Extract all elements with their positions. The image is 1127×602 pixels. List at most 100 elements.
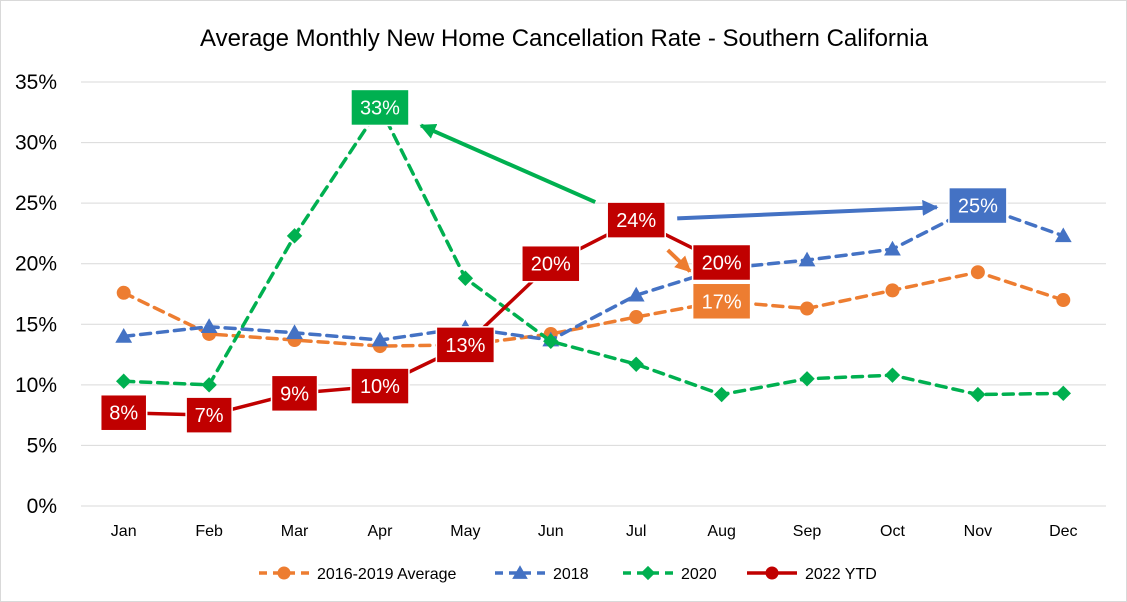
gridlines bbox=[81, 81, 1106, 507]
data-label: 8% bbox=[109, 403, 138, 425]
x-tick-label: Aug bbox=[707, 523, 735, 540]
x-tick-label: Sep bbox=[793, 523, 822, 540]
data-label: 33% bbox=[360, 97, 400, 119]
series-line-2018 bbox=[121, 203, 1066, 342]
callout-box bbox=[691, 282, 752, 321]
callout-2022-ytd: 13% bbox=[435, 326, 496, 364]
legend-item-2022-ytd: 2022 YTD bbox=[747, 566, 877, 583]
x-tick-label: May bbox=[450, 523, 480, 540]
data-point-2018 bbox=[115, 328, 133, 343]
data-label: 10% bbox=[360, 376, 400, 398]
x-tick-label: Mar bbox=[281, 523, 309, 540]
data-label: 20% bbox=[531, 254, 571, 276]
series-lines bbox=[115, 99, 1072, 423]
callout-2022-ytd: 24% bbox=[606, 201, 666, 239]
data-point-2016-2019-average bbox=[970, 265, 985, 280]
data-point-2020 bbox=[457, 270, 474, 286]
y-axis-ticks: 0% 5% 10% 15% 20% 25% 30% 35% bbox=[15, 71, 57, 518]
data-point-2020 bbox=[1055, 385, 1071, 402]
y-tick-label: 15% bbox=[15, 313, 57, 336]
data-point-2018 bbox=[200, 318, 218, 334]
x-tick-label: Apr bbox=[368, 523, 394, 540]
data-label: 24% bbox=[616, 210, 656, 232]
data-label: 20% bbox=[702, 253, 742, 275]
data-point-2018 bbox=[371, 331, 389, 347]
callout-arrows bbox=[419, 123, 939, 273]
data-label: 17% bbox=[702, 291, 742, 313]
data-point-2016-2019-average bbox=[629, 310, 644, 325]
data-callouts: 8% 7% 9% 10% 13% 20% 24% 20% 33% 25% 17% bbox=[99, 88, 1008, 434]
series-line-2016-2019-average bbox=[121, 270, 1066, 348]
chart-title: Average Monthly New Home Cancellation Ra… bbox=[200, 25, 929, 52]
data-point-2020 bbox=[970, 386, 986, 403]
legend-item-2018: 2018 bbox=[495, 565, 589, 583]
data-label: 13% bbox=[445, 335, 485, 357]
legend-label: 2022 YTD bbox=[805, 566, 877, 583]
callout-box bbox=[691, 243, 752, 282]
callout-arrow bbox=[677, 199, 939, 221]
callout-box bbox=[350, 88, 410, 127]
x-tick-label: Jun bbox=[538, 523, 564, 540]
legend-marker bbox=[512, 565, 528, 579]
data-point-2018 bbox=[627, 286, 645, 302]
legend-marker bbox=[277, 566, 291, 580]
legend-marker bbox=[765, 566, 779, 580]
data-label: 7% bbox=[195, 405, 224, 427]
callout-box bbox=[948, 186, 1008, 225]
x-tick-label: Jan bbox=[111, 523, 137, 540]
data-point-2020 bbox=[799, 371, 815, 387]
series-2020 bbox=[116, 99, 1071, 403]
x-tick-label: Oct bbox=[880, 523, 905, 540]
legend-item-2016-2019-average: 2016-2019 Average bbox=[259, 566, 456, 583]
data-point-2020 bbox=[884, 367, 901, 383]
callout-2022-ytd: 10% bbox=[350, 367, 410, 405]
callout-box bbox=[521, 244, 581, 283]
x-tick-label: Dec bbox=[1049, 523, 1077, 540]
data-point-2016-2019-average bbox=[800, 301, 815, 316]
y-tick-label: 30% bbox=[15, 132, 57, 155]
data-point-2016-2019-average bbox=[116, 285, 131, 300]
y-tick-label: 35% bbox=[15, 71, 57, 94]
y-tick-label: 10% bbox=[15, 374, 57, 397]
callout-2020: 33% bbox=[350, 88, 410, 127]
callout-2018: 25% bbox=[948, 186, 1008, 225]
legend-label: 2020 bbox=[681, 566, 717, 583]
y-tick-label: 20% bbox=[15, 253, 57, 276]
data-point-2020 bbox=[201, 377, 217, 393]
y-tick-label: 0% bbox=[27, 495, 57, 518]
callout-2016-2019-average: 17% bbox=[691, 282, 752, 321]
data-point-2016-2019-average bbox=[1056, 293, 1071, 308]
data-point-2020 bbox=[543, 333, 559, 349]
callout-arrow bbox=[666, 248, 692, 273]
legend-label: 2018 bbox=[553, 566, 589, 583]
data-label: 9% bbox=[280, 383, 309, 405]
series-2016-2019-average bbox=[116, 265, 1071, 354]
y-tick-label: 5% bbox=[27, 434, 57, 457]
data-point-2018 bbox=[1054, 227, 1072, 243]
callout-box bbox=[350, 367, 410, 405]
data-point-2020 bbox=[286, 228, 303, 244]
x-tick-label: Jul bbox=[626, 523, 646, 540]
callout-2022-ytd: 7% bbox=[185, 396, 233, 434]
callout-box bbox=[435, 326, 496, 364]
data-label: 25% bbox=[958, 196, 998, 218]
callout-box bbox=[185, 396, 233, 434]
data-point-2020 bbox=[628, 356, 644, 372]
data-point-2018 bbox=[798, 251, 816, 267]
legend: 2016-2019 Average 2018 2020 2022 YTD bbox=[259, 565, 877, 583]
legend-marker bbox=[640, 565, 656, 581]
callout-2022-ytd: 20% bbox=[521, 244, 581, 283]
data-point-2020 bbox=[116, 373, 132, 389]
x-tick-label: Nov bbox=[964, 523, 992, 540]
x-tick-label: Feb bbox=[195, 523, 223, 540]
callout-2022-ytd: 20% bbox=[691, 243, 752, 282]
callout-box bbox=[270, 374, 319, 413]
data-point-2016-2019-average bbox=[885, 283, 900, 298]
data-point-2020 bbox=[713, 386, 730, 403]
x-axis-ticks: Jan Feb Mar Apr May Jun Jul Aug Sep Oct Nov Dec bbox=[111, 523, 1078, 540]
data-point-2018 bbox=[286, 324, 303, 340]
callout-arrow bbox=[419, 123, 597, 204]
legend-label: 2016-2019 Average bbox=[317, 566, 456, 583]
